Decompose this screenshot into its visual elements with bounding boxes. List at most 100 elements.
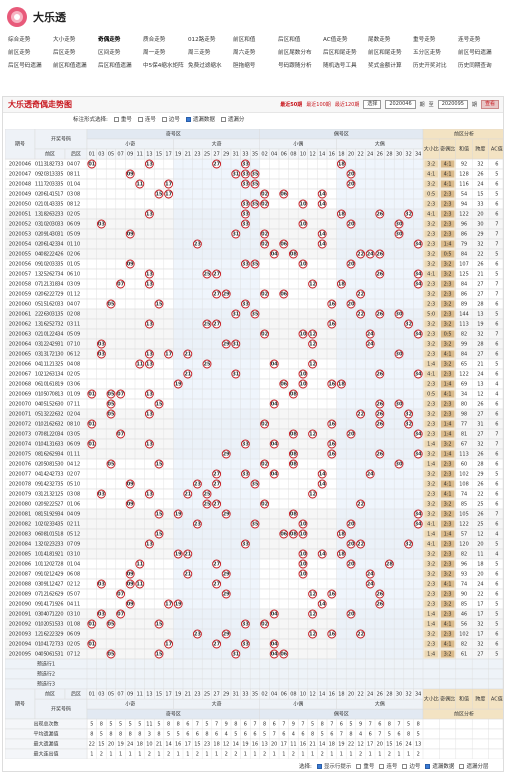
nav-link[interactable]: 胆拖缩号 xyxy=(233,63,256,69)
stats-value: 22 xyxy=(348,742,354,748)
ball-number: 32 xyxy=(405,422,412,428)
ball xyxy=(192,239,202,249)
ball-number: 26 xyxy=(376,412,383,418)
nav-link[interactable]: 质合走势 xyxy=(143,37,166,43)
nav-link[interactable]: 大小走势 xyxy=(53,37,76,43)
analysis-value: 4:1 xyxy=(444,622,452,628)
ball xyxy=(173,379,183,389)
nav-link[interactable]: 重号走势 xyxy=(413,37,436,43)
nav-link[interactable]: 后区和尾走势 xyxy=(323,50,357,56)
nav-link[interactable]: 前区尾数分布 xyxy=(278,50,312,56)
nav-link[interactable]: 区间走势 xyxy=(98,50,121,56)
nav-link[interactable]: 历史开奖对比 xyxy=(413,63,447,69)
ball-number: 30 xyxy=(396,402,403,408)
analysis-value: 84 xyxy=(461,352,467,358)
nav-link[interactable]: 综合走势 xyxy=(8,37,31,43)
option[interactable]: 显示行提示 xyxy=(316,762,351,770)
option[interactable]: 遗漏分 xyxy=(220,115,244,123)
checkbox[interactable] xyxy=(161,116,167,122)
issue: 2020055 xyxy=(9,252,31,258)
nav-link[interactable]: 周一走势 xyxy=(143,50,166,56)
stats-value: 1 xyxy=(119,752,122,758)
option[interactable]: 遗漏数据 xyxy=(425,762,454,770)
ball-number: 12 xyxy=(309,282,316,288)
from-input[interactable]: 2020046 xyxy=(385,100,416,109)
nav-link[interactable]: 五分区走势 xyxy=(413,50,441,56)
nav-link[interactable]: 前区和尾走势 xyxy=(368,50,402,56)
header-analysis-col: 大小比 xyxy=(424,146,439,153)
analysis-value: 122 xyxy=(459,372,469,378)
nav-link[interactable]: 随机选号工具 xyxy=(323,63,357,69)
ball xyxy=(212,289,222,299)
nav-link[interactable]: 奖式金额计算 xyxy=(368,63,402,69)
checkbox[interactable] xyxy=(316,763,322,769)
draw-front: 12 xyxy=(40,282,46,288)
ball-number: 09 xyxy=(127,262,134,268)
nav-link[interactable]: 奇偶走势 xyxy=(98,37,121,43)
view-button[interactable]: 查看 xyxy=(480,100,499,109)
nav-link[interactable]: 后区走势 xyxy=(53,50,76,56)
nav-link[interactable]: 免费过滤缩水 xyxy=(188,63,222,69)
analysis-value: 94 xyxy=(461,202,467,208)
nav-link[interactable]: AC值走势 xyxy=(323,37,348,43)
analysis-value: 3:2 xyxy=(444,272,452,278)
nav-link[interactable]: 前区走势 xyxy=(8,50,31,56)
ball-number: 11 xyxy=(136,182,143,188)
select[interactable]: 选择 xyxy=(363,100,382,109)
nav-link[interactable]: 前区号码遗漏 xyxy=(458,50,492,56)
option[interactable]: 遗漏数据 xyxy=(185,115,215,123)
range-link[interactable]: 最近120期 xyxy=(334,102,360,108)
stats-value: 23 xyxy=(204,742,210,748)
option[interactable]: 遗漏分层 xyxy=(459,762,488,770)
option[interactable]: 连号 xyxy=(137,115,156,123)
checkbox[interactable] xyxy=(379,763,385,769)
analysis-value: 13 xyxy=(477,382,483,388)
checkbox[interactable] xyxy=(185,116,191,122)
nav-link[interactable]: 前区和值 xyxy=(233,37,256,43)
option[interactable]: 连号 xyxy=(379,762,397,770)
option[interactable]: 边号 xyxy=(161,115,180,123)
nav-link[interactable]: 012路走势 xyxy=(188,37,216,43)
analysis-value: 2:3 xyxy=(444,312,452,318)
option[interactable]: 边号 xyxy=(402,762,420,770)
nav-link[interactable]: 中5保4缩水矩阵 xyxy=(143,63,184,69)
nav-link[interactable]: 后区和值遗漏 xyxy=(98,63,132,69)
nav-link[interactable]: 周三走势 xyxy=(188,50,211,56)
analysis-value: 1:4 xyxy=(427,612,435,618)
nav-link[interactable]: 历史同期查询 xyxy=(458,63,492,69)
ball-number: 35 xyxy=(252,482,259,488)
nav-link[interactable]: 前区和值遗漏 xyxy=(53,63,87,69)
ball xyxy=(240,259,250,269)
nav-link[interactable]: 后区号码遗漏 xyxy=(8,63,42,69)
nav-link[interactable]: 尾数走势 xyxy=(368,37,391,43)
range-link[interactable]: 最近50期 xyxy=(280,102,303,108)
analysis-value: 6 xyxy=(495,482,498,488)
analysis-value: 2:3 xyxy=(444,292,452,298)
option-label: 遗漏分层 xyxy=(466,764,489,770)
option[interactable]: 重号 xyxy=(356,762,374,770)
stats-value: 5 xyxy=(119,722,122,728)
to-input[interactable]: 2020095 xyxy=(437,100,468,109)
checkbox[interactable] xyxy=(356,763,362,769)
range-link[interactable]: 最近100期 xyxy=(306,102,331,108)
draw-front: 16 xyxy=(46,382,52,388)
option[interactable]: 重号 xyxy=(113,115,132,123)
nav-link[interactable]: 后区和值 xyxy=(278,37,301,43)
nav-link[interactable]: 号码跟随分析 xyxy=(278,63,312,69)
checkbox[interactable] xyxy=(402,763,408,769)
analysis-value: 74 xyxy=(461,492,467,498)
analysis-value: 32 xyxy=(477,642,483,648)
nav-link[interactable]: 周六走势 xyxy=(233,50,256,56)
checkbox[interactable] xyxy=(425,763,431,769)
checkbox[interactable] xyxy=(220,116,226,122)
stats-value: 8 xyxy=(388,722,391,728)
nav-link[interactable]: 连号走势 xyxy=(458,37,481,43)
ball-number: 08 xyxy=(290,462,297,468)
checkbox[interactable] xyxy=(113,116,119,122)
draw-front: 26 xyxy=(40,312,46,318)
analysis-value: 1:4 xyxy=(444,242,452,248)
checkbox[interactable] xyxy=(459,763,465,769)
checkbox[interactable] xyxy=(137,116,143,122)
ball xyxy=(250,199,260,209)
draw-front: 26 xyxy=(46,452,52,458)
